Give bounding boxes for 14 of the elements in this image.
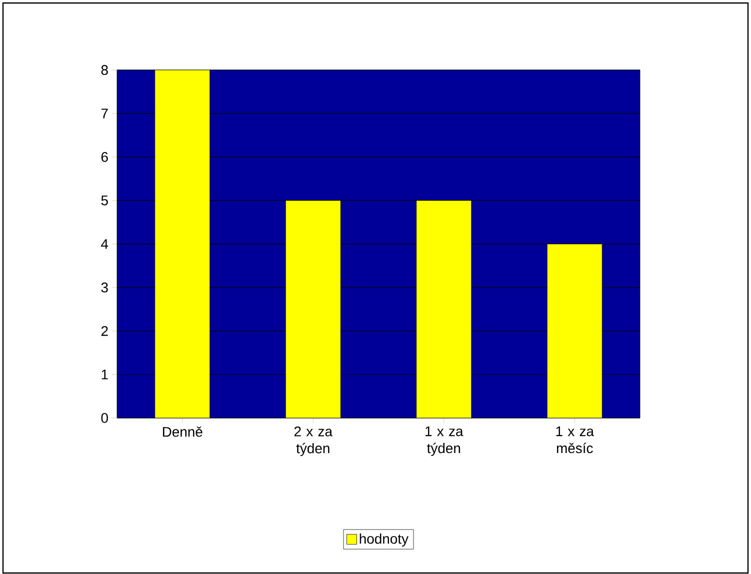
x-tick-label: Denně (162, 426, 202, 437)
x-tick-label: 1 x za měsíc (556, 426, 594, 454)
y-tick-label: 4 (101, 239, 108, 249)
x-tick-label: 2 x za týden (294, 426, 333, 456)
y-tick-label: 5 (101, 196, 108, 206)
y-tick-label: 3 (101, 282, 108, 292)
legend-label: hodnoty (360, 534, 408, 547)
x-tick-label: 1 x za týden (426, 426, 464, 456)
y-tick-label: 1 (102, 370, 108, 380)
y-tick-label: 2 (101, 326, 108, 336)
y-tick-label: 7 (101, 108, 108, 118)
y-tick-label: 6 (101, 152, 108, 162)
y-tick-label: 8 (101, 65, 108, 75)
y-tick-label: 0 (101, 413, 108, 423)
